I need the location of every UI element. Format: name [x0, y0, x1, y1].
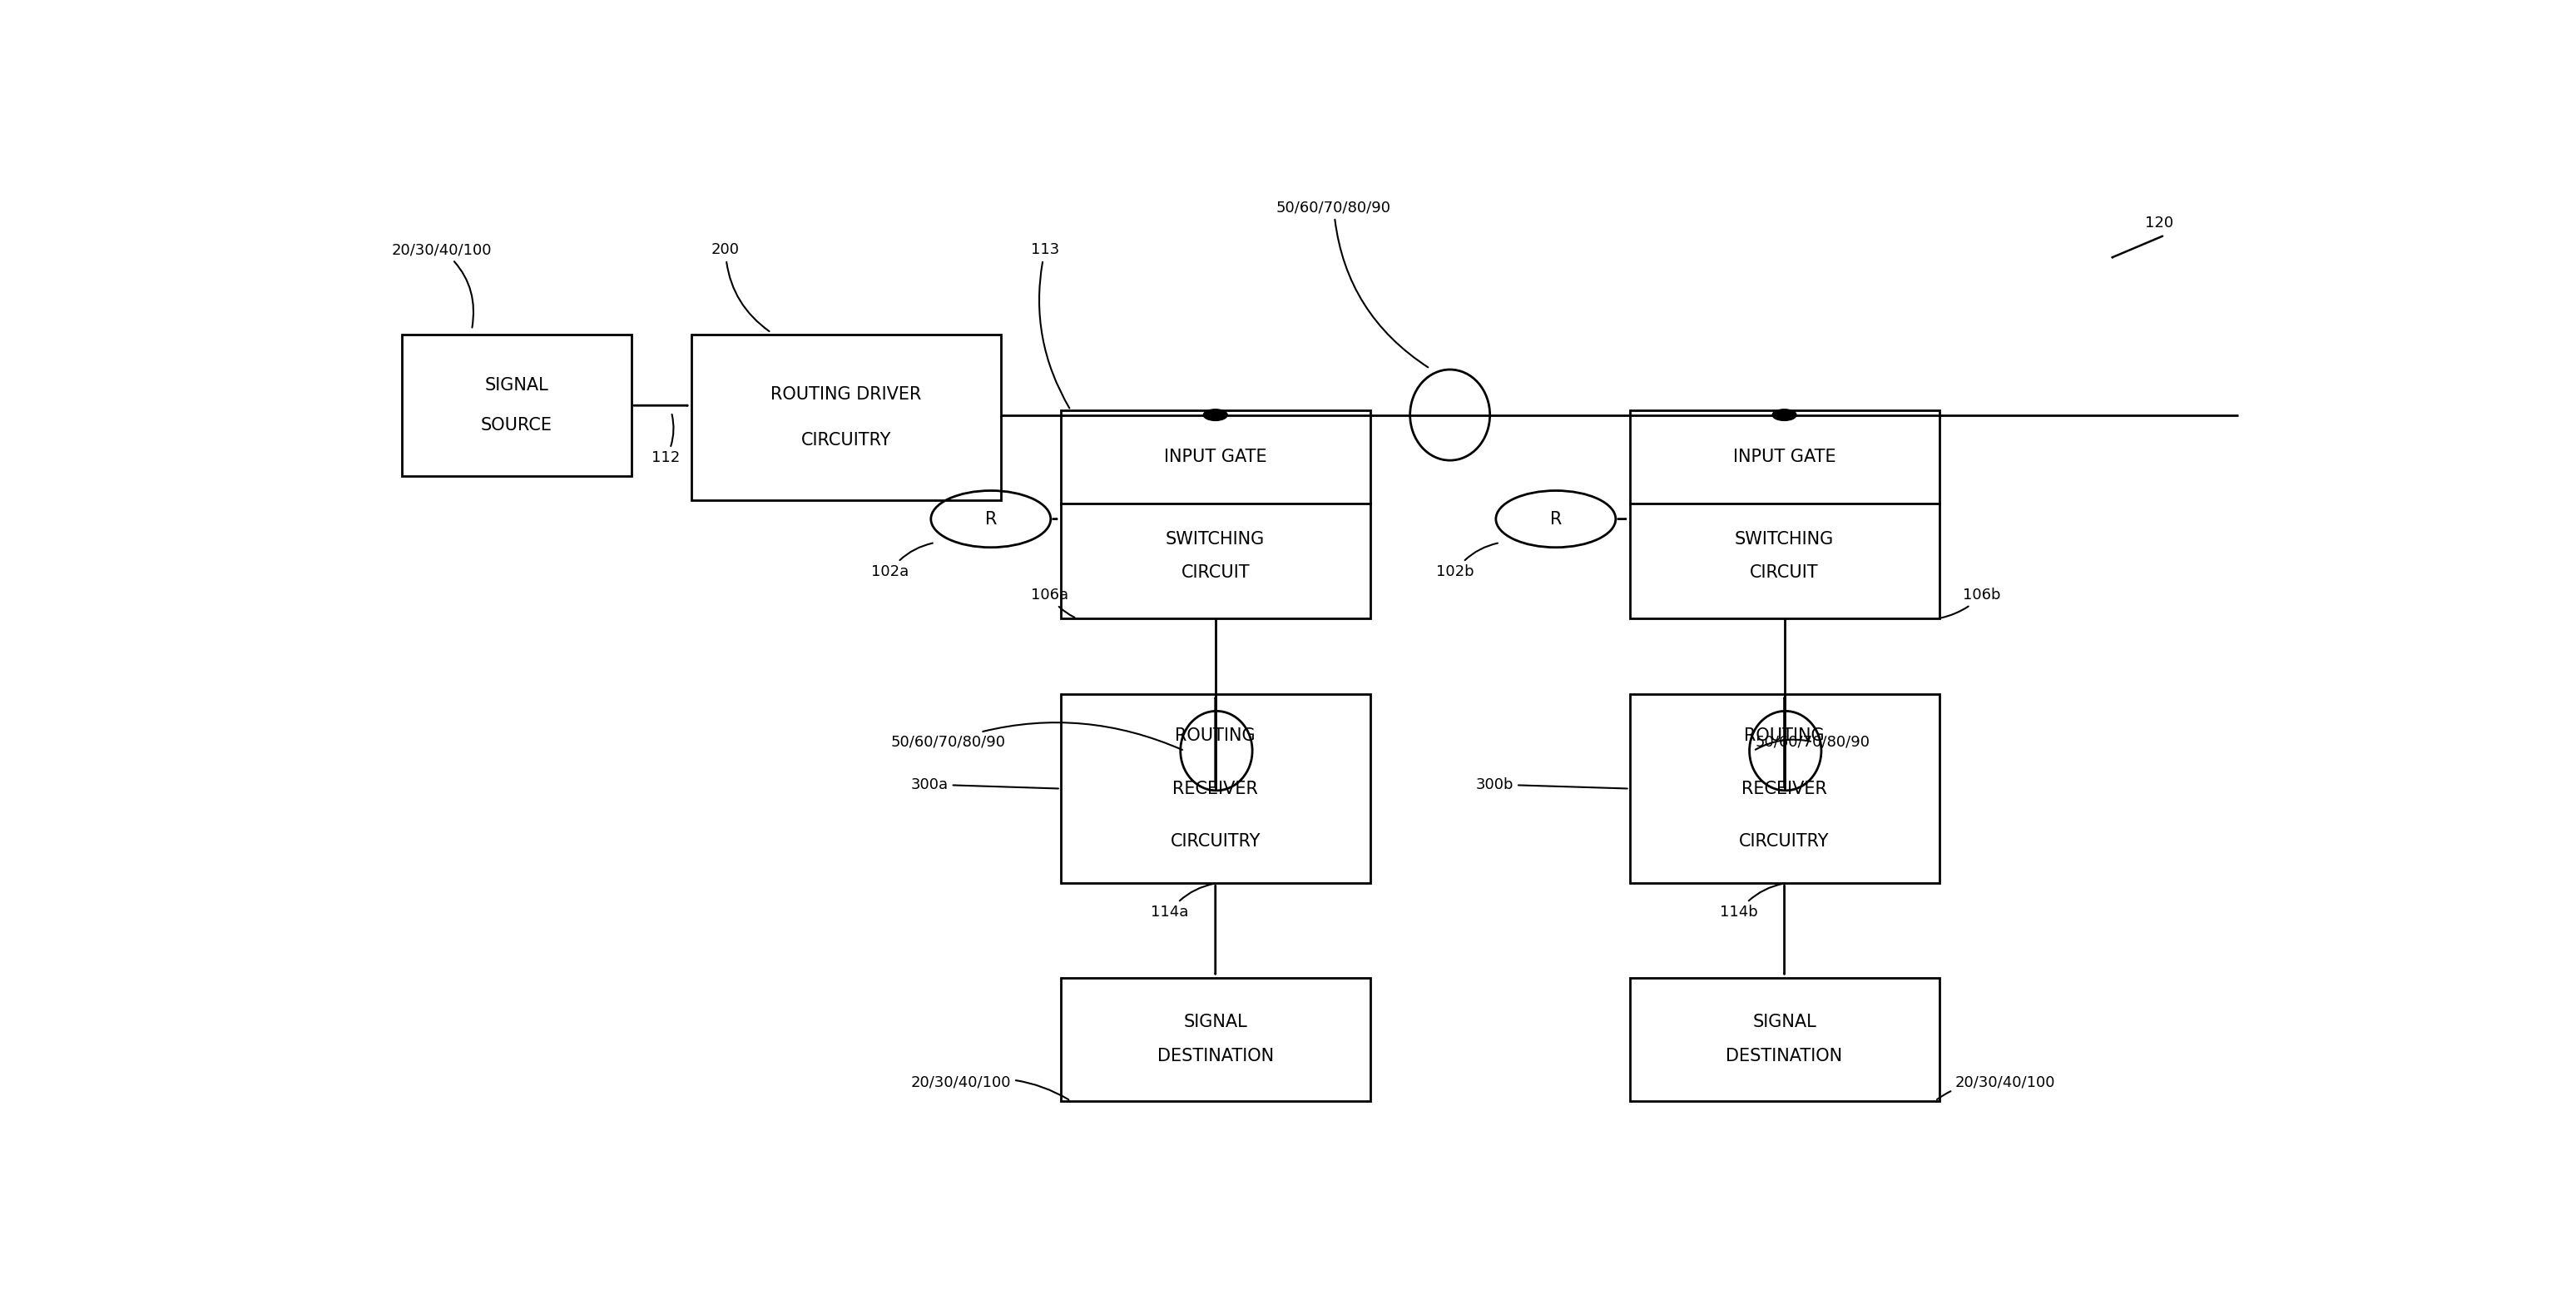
Text: ROUTING DRIVER: ROUTING DRIVER: [770, 386, 922, 402]
Text: SIGNAL: SIGNAL: [1182, 1014, 1247, 1031]
Text: SWITCHING: SWITCHING: [1167, 531, 1265, 547]
Circle shape: [1772, 409, 1795, 421]
Text: 200: 200: [711, 243, 770, 332]
Text: CIRCUIT: CIRCUIT: [1749, 564, 1819, 580]
Text: 114a: 114a: [1151, 884, 1213, 920]
Text: DESTINATION: DESTINATION: [1726, 1049, 1842, 1064]
Text: 106b: 106b: [1942, 588, 2002, 618]
Bar: [690, 334, 999, 501]
Bar: [1061, 978, 1370, 1100]
Bar: [402, 334, 631, 476]
Bar: [1061, 694, 1370, 884]
Bar: [1631, 694, 1940, 884]
Text: 50/60/70/80/90: 50/60/70/80/90: [1275, 200, 1427, 368]
Text: 112: 112: [652, 414, 680, 466]
Text: R: R: [1551, 511, 1561, 528]
Text: SIGNAL: SIGNAL: [1752, 1014, 1816, 1031]
Text: CIRCUITRY: CIRCUITRY: [1739, 833, 1829, 850]
Text: SIGNAL: SIGNAL: [484, 377, 549, 393]
Text: CIRCUIT: CIRCUIT: [1180, 564, 1249, 580]
Text: 50/60/70/80/90: 50/60/70/80/90: [891, 722, 1182, 749]
Text: 50/60/70/80/90: 50/60/70/80/90: [1754, 734, 1870, 749]
Text: 20/30/40/100: 20/30/40/100: [912, 1075, 1069, 1099]
Bar: [1631, 410, 1940, 618]
Text: ROUTING: ROUTING: [1744, 728, 1824, 744]
Circle shape: [1203, 409, 1226, 421]
Text: 106a: 106a: [1030, 588, 1074, 618]
Text: INPUT GATE: INPUT GATE: [1734, 449, 1837, 466]
Text: 20/30/40/100: 20/30/40/100: [1937, 1075, 2056, 1099]
Text: 20/30/40/100: 20/30/40/100: [392, 243, 492, 328]
Text: DESTINATION: DESTINATION: [1157, 1049, 1273, 1064]
Text: 120: 120: [2146, 215, 2174, 231]
Text: RECEIVER: RECEIVER: [1741, 780, 1826, 797]
Text: 113: 113: [1030, 243, 1069, 408]
Text: 300a: 300a: [912, 777, 1059, 792]
Text: CIRCUITRY: CIRCUITRY: [801, 432, 891, 449]
Text: CIRCUITRY: CIRCUITRY: [1170, 833, 1260, 850]
Text: RECEIVER: RECEIVER: [1172, 780, 1257, 797]
Text: R: R: [984, 511, 997, 528]
Text: 300b: 300b: [1476, 777, 1628, 792]
Text: 114b: 114b: [1721, 884, 1783, 920]
Text: SWITCHING: SWITCHING: [1734, 531, 1834, 547]
Text: SOURCE: SOURCE: [482, 417, 551, 433]
Text: ROUTING: ROUTING: [1175, 728, 1255, 744]
Text: 102a: 102a: [871, 543, 933, 579]
Text: INPUT GATE: INPUT GATE: [1164, 449, 1267, 466]
Text: 102b: 102b: [1435, 543, 1497, 579]
Bar: [1061, 410, 1370, 618]
Bar: [1631, 978, 1940, 1100]
